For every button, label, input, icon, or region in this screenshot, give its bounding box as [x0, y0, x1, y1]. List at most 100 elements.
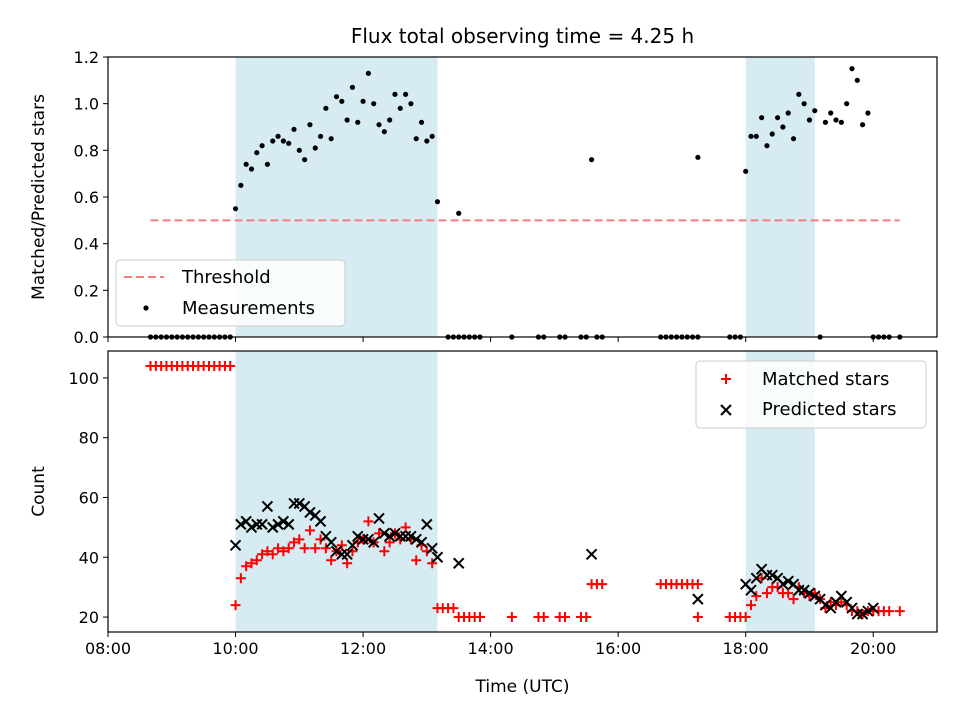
measurement-point: [780, 124, 786, 130]
predicted-stars-point: [362, 533, 375, 546]
x-tick-label: 18:00: [723, 639, 769, 658]
predicted-stars-point: [867, 602, 879, 614]
x-tick-label: 20:00: [850, 639, 896, 658]
measurement-point: [270, 138, 276, 144]
legend-label: Matched stars: [762, 369, 889, 390]
measurement-point: [865, 110, 871, 116]
predicted-stars-point: [782, 575, 794, 587]
matched-stars-point: [342, 558, 353, 569]
measurement-point: [806, 117, 813, 123]
measurement-point: [759, 115, 765, 121]
matched-stars-point: [273, 543, 284, 554]
measurement-point: [259, 143, 265, 149]
predicted-stars-point: [341, 548, 353, 560]
measurement-point: [828, 110, 834, 116]
y-tick-label: 20: [79, 608, 99, 627]
predicted-stars-point: [803, 587, 816, 599]
measurement-point: [822, 119, 829, 125]
measurement-point: [753, 133, 759, 139]
predicted-stars-point: [272, 518, 284, 531]
x-tick-label: 16:00: [595, 639, 641, 658]
measurement-point: [833, 117, 839, 123]
predicted-stars-point: [378, 527, 391, 540]
predicted-stars-point: [766, 569, 778, 581]
measurement-point: [860, 122, 866, 128]
matched-stars-point: [379, 546, 390, 557]
measurement-point: [413, 136, 419, 142]
measurement-point: [844, 101, 850, 107]
measurement-point: [743, 168, 749, 174]
y-tick-label: 40: [79, 548, 99, 567]
predicted-stars-point: [245, 521, 258, 534]
predicted-stars-point: [745, 584, 757, 596]
measurement-point: [307, 122, 313, 128]
matched-stars-point: [363, 516, 374, 527]
predicted-stars-point: [304, 506, 316, 519]
y-tick-label: 1.0: [74, 95, 99, 114]
legend-box: [115, 259, 346, 327]
matched-stars-point: [597, 579, 608, 590]
measurement-point: [424, 138, 430, 144]
measurement-point: [774, 115, 781, 121]
measurement-point: [286, 140, 292, 146]
predicted-stars-point: [692, 593, 704, 605]
legend: Threshold Measurements: [115, 259, 346, 327]
y-tick-label: 0.4: [74, 235, 99, 254]
measurement-point: [790, 136, 797, 142]
predicted-stars-point: [405, 530, 417, 543]
legend-label: Measurements: [182, 298, 315, 319]
measurement-point: [264, 161, 271, 167]
measurement-point: [796, 91, 802, 97]
measurement-point: [812, 108, 818, 114]
matched-stars-point: [262, 546, 273, 557]
matched-stars-point: [251, 555, 262, 566]
measurement-point: [381, 129, 387, 135]
predicted-stars-point: [777, 578, 789, 590]
matched-stars-point: [267, 549, 278, 560]
y-axis-label: Count: [29, 466, 49, 517]
x-tick-label: 14:00: [468, 639, 514, 658]
measurement-point: [408, 101, 414, 107]
matched-stars-point: [427, 558, 438, 569]
measurement-point: [392, 91, 398, 97]
matched-stars-point: [894, 606, 905, 617]
shaded-interval: [745, 57, 815, 337]
matched-stars-point: [283, 543, 294, 554]
measurement-point: [695, 154, 701, 160]
predicted-stars-point: [314, 515, 327, 528]
x-tick-label: 10:00: [212, 639, 258, 658]
matched-stars-point: [448, 603, 459, 614]
measurement-point: [323, 105, 329, 111]
matched-stars-point: [783, 588, 794, 599]
measurement-point: [349, 84, 356, 90]
matched-stars-point: [246, 558, 257, 569]
measurement-point: [785, 110, 791, 116]
predicted-stars-point: [373, 512, 385, 525]
matched-stars-point: [740, 612, 751, 623]
measurement-point: [302, 157, 308, 163]
matched-stars-point: [294, 534, 305, 545]
matched-stars-point: [474, 612, 485, 623]
measurement-point: [232, 206, 239, 212]
measurement-point: [339, 98, 345, 104]
predicted-stars-point: [750, 572, 763, 584]
legend: Matched stars Predicted stars: [695, 360, 927, 429]
matched-stars-point: [235, 573, 246, 584]
measurement-point: [248, 166, 255, 172]
matched-stars-point: [257, 549, 268, 560]
legend-label: Predicted stars: [762, 399, 896, 420]
matched-stars-point: [299, 543, 310, 554]
matched-stars-point: [411, 555, 422, 566]
measurement-point: [254, 150, 260, 156]
matched-stars-point: [384, 537, 395, 548]
measurement-point: [588, 157, 595, 163]
measurement-point: [838, 119, 844, 125]
predicted-stars-point: [819, 599, 832, 611]
y-tick-label: 0.2: [74, 281, 99, 300]
predicted-stars-point: [453, 557, 465, 569]
measurement-point: [456, 210, 462, 216]
measurement-point: [397, 105, 403, 111]
matched-stars-point: [326, 555, 337, 566]
matched-stars-point: [884, 606, 895, 617]
y-tick-label: 80: [79, 429, 99, 448]
